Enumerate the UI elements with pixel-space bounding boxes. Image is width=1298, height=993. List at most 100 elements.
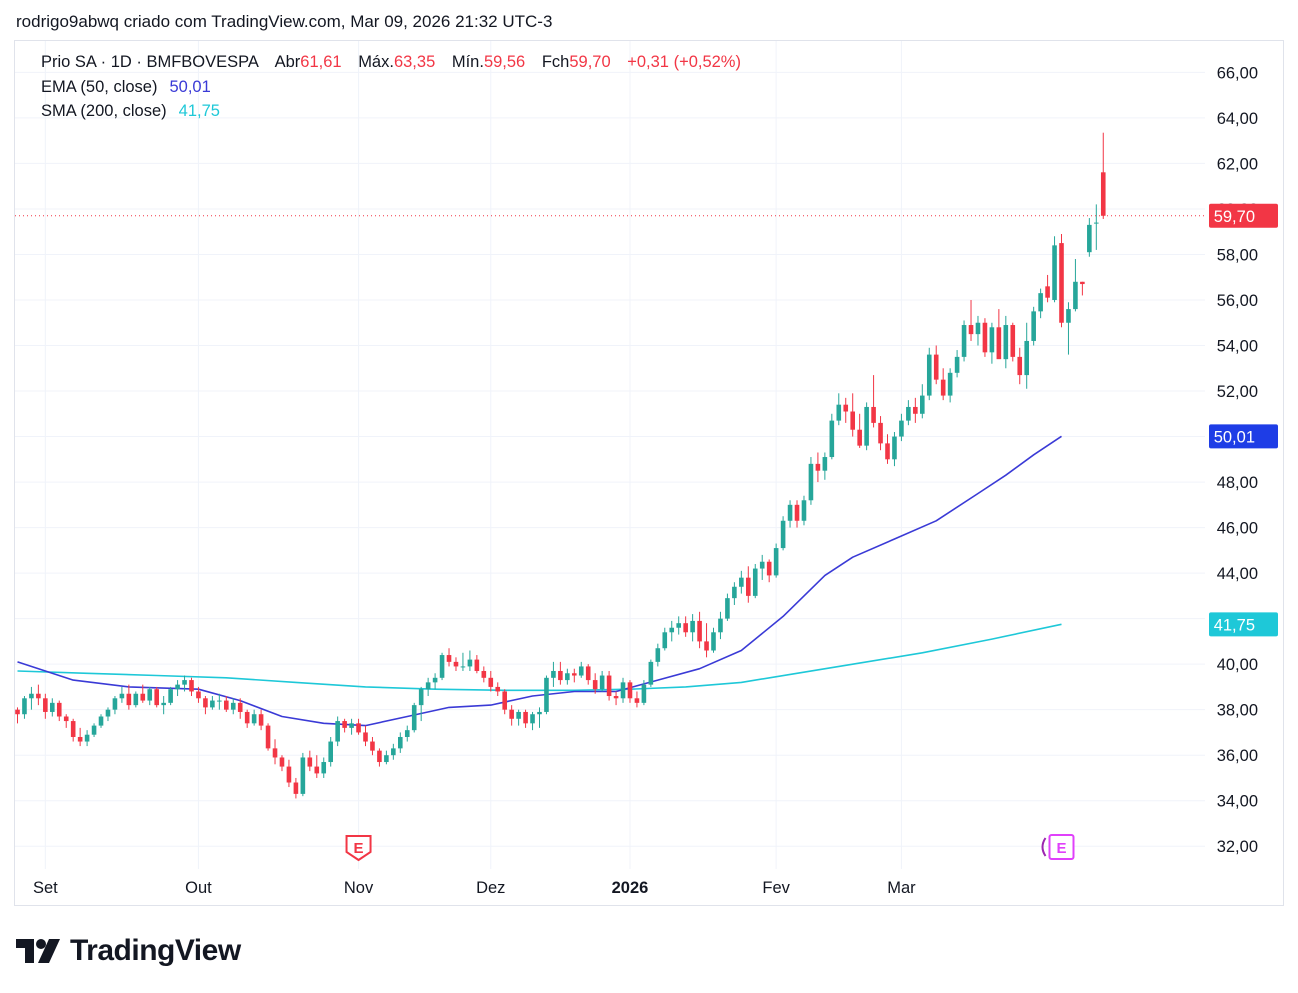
candle (279, 755, 285, 772)
candle (328, 736, 333, 767)
candle-body (453, 661, 459, 667)
candle (773, 543, 779, 578)
legend-sma-label[interactable]: SMA (200, close) (41, 102, 167, 120)
candle (84, 730, 90, 747)
candle (530, 711, 535, 731)
candle-body (920, 395, 925, 414)
candle-body (404, 730, 410, 737)
candle (258, 709, 264, 731)
candle (940, 368, 946, 401)
candle (634, 691, 640, 708)
candle-body (370, 741, 375, 751)
legend-high-value: 63,35 (393, 53, 436, 71)
legend-sma[interactable]: SMA (200, close) 41,75 (41, 102, 220, 121)
candle-body (1087, 224, 1092, 253)
candle (544, 675, 549, 715)
candle (1031, 306, 1036, 346)
ema-value-badge-bg (1209, 424, 1278, 449)
candle-body (718, 618, 723, 633)
candle (1080, 281, 1085, 296)
earnings-marker[interactable]: E (345, 835, 372, 862)
candle (933, 345, 939, 385)
candle-body (418, 689, 424, 706)
chart-frame[interactable]: 66,0064,0062,0060,0058,0056,0054,0052,00… (14, 40, 1284, 906)
candle (349, 718, 354, 735)
candle-body (293, 782, 299, 794)
candle-body (627, 682, 633, 699)
candle (224, 696, 229, 712)
candle (286, 759, 292, 788)
candle (815, 452, 821, 483)
candle (244, 709, 250, 728)
candle (237, 698, 243, 719)
candle-body (411, 705, 417, 731)
legend-ema[interactable]: EMA (50, close) 50,01 (41, 78, 211, 97)
candle (439, 652, 445, 681)
candle (739, 570, 744, 594)
time-axis-label: 2026 (612, 879, 649, 897)
candle (989, 322, 995, 364)
price-axis-tick: 34,00 (1217, 793, 1258, 811)
candle (975, 315, 981, 346)
candle-body (662, 632, 668, 649)
candle-body (203, 698, 208, 708)
earnings-marker-shape (345, 835, 372, 862)
candle (551, 661, 556, 687)
candle-body (641, 684, 647, 703)
candle-body (585, 666, 591, 681)
candle (272, 739, 278, 765)
legend-symbol[interactable]: Prio SA · 1D · BMFBOVESPA (41, 53, 259, 71)
candle (230, 698, 236, 715)
price-axis-tick: 40,00 (1217, 656, 1258, 674)
tradingview-logo[interactable]: TradingView (16, 934, 241, 968)
candle (843, 397, 849, 423)
legend-close-value: 59,70 (569, 53, 611, 71)
candle-body (551, 670, 556, 678)
candle-body (119, 693, 125, 699)
time-axis-label: Out (185, 879, 212, 897)
candle (648, 659, 654, 687)
earnings-marker-label: E (1056, 840, 1066, 857)
sma-200-line (17, 623, 1062, 692)
candle-body (488, 677, 494, 687)
candle-body (147, 689, 153, 701)
candle-body (1017, 356, 1023, 376)
candle-body (244, 711, 250, 724)
candle (641, 680, 647, 706)
candle (996, 309, 1002, 360)
candle-body (697, 620, 702, 642)
candle-body (1073, 281, 1078, 310)
time-axis: Set Out Nov Dez 2026 Fev Mar (33, 879, 916, 897)
candle (878, 416, 883, 451)
candle-body (954, 356, 960, 373)
candle-body (634, 698, 640, 703)
candle-body (286, 766, 292, 783)
price-axis-tick: 36,00 (1217, 747, 1258, 765)
candle-body (871, 406, 876, 423)
candle (50, 698, 55, 717)
candle-body (363, 732, 368, 742)
grid (15, 41, 1205, 869)
price-axis-tick: 56,00 (1217, 292, 1258, 310)
candle-body (613, 696, 619, 699)
candle (335, 716, 340, 747)
candle-body (432, 677, 438, 683)
price-chart[interactable]: 66,0064,0062,0060,0058,0056,0054,0052,00… (15, 41, 1285, 907)
candle (759, 554, 765, 580)
time-axis-label: Set (33, 879, 58, 897)
candle-body (655, 648, 661, 662)
candle-body (467, 659, 473, 667)
last-price-badge-text: 59,70 (1214, 208, 1255, 226)
earnings-marker[interactable]: E (1041, 834, 1075, 860)
candle (384, 750, 389, 765)
candle (293, 777, 299, 799)
candle (926, 347, 932, 401)
candle (56, 700, 62, 722)
candle (892, 431, 897, 467)
candle-body (377, 750, 382, 763)
legend-ema-label[interactable]: EMA (50, close) (41, 78, 158, 96)
candle (168, 686, 173, 706)
candle-body (836, 404, 842, 421)
candle (620, 677, 626, 703)
candle (780, 516, 786, 551)
